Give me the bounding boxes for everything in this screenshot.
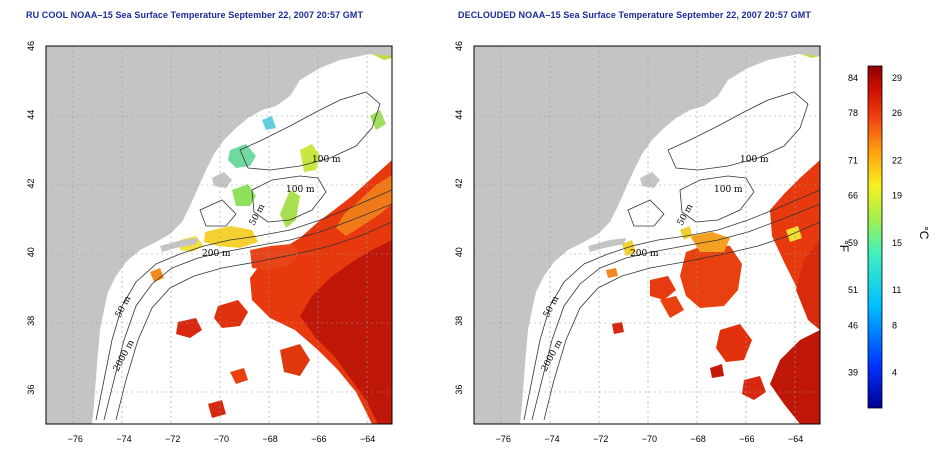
colorbar-fahrenheit-tick: 59 — [848, 238, 858, 248]
right-lon-tick-label: −68 — [691, 434, 706, 444]
left-panel-title: RU COOL NOAA–15 Sea Surface Temperature … — [26, 10, 364, 20]
right-lon-tick-label: −74 — [544, 434, 559, 444]
right-lat-tick-label: 46 — [454, 41, 464, 51]
colorbar-gradient — [867, 65, 883, 409]
right-contours — [523, 91, 820, 421]
left-lon-tick-label: −70 — [214, 434, 229, 444]
colorbar-ticks: 29 84 26 78 22 71 19 66 15 59 11 51 8 46 4 39 — [848, 73, 902, 378]
right-lat-tick-label: 38 — [454, 316, 464, 326]
left-lat-tick-label: 42 — [26, 178, 36, 188]
left-lon-tick-label: −72 — [165, 434, 180, 444]
right-lat-tick-label: 44 — [454, 110, 464, 120]
left-lon-tick-label: −68 — [263, 434, 278, 444]
right-lat-tick-label: 36 — [454, 385, 464, 395]
right-lat-tick-label: 40 — [454, 247, 464, 257]
colorbar-celsius-tick: 15 — [892, 238, 902, 248]
left-land — [46, 46, 392, 424]
colorbar-celsius-tick: 19 — [892, 191, 902, 201]
colorbar-fahrenheit-tick: 66 — [848, 191, 858, 201]
colorbar-fahrenheit-tick: 39 — [848, 368, 858, 378]
colorbar-fahrenheit-tick: 78 — [848, 108, 858, 118]
right-lon-tick-label: −66 — [739, 434, 754, 444]
right-lon-tick-label: −72 — [593, 434, 608, 444]
left-lat-tick-label: 44 — [26, 110, 36, 120]
left-grid — [46, 46, 392, 424]
colorbar-fahrenheit-tick: 71 — [848, 155, 858, 165]
left-island-longisland — [160, 238, 198, 252]
left-frame — [45, 45, 393, 425]
left-contour-label-100-a: 100 m — [312, 155, 341, 165]
left-lon-tick-label: −74 — [116, 434, 131, 444]
right-lat-tick-label: 42 — [454, 178, 464, 188]
left-map: 100 m 100 m 50 m 200 m 50 m 2000 m — [45, 45, 393, 425]
colorbar-fahrenheit-tick: 84 — [848, 73, 858, 83]
right-contour-label-100-b: 100 m — [714, 185, 743, 195]
left-lat-tick-label: 38 — [26, 316, 36, 326]
left-lat-tick-label: 36 — [26, 385, 36, 395]
colorbar-celsius-tick: 8 — [892, 320, 897, 330]
axis-tick-labels: −76 −74 −72 −70 −68 −66 −64 36 38 40 42 44 46 −76 −74 −… — [26, 41, 803, 444]
right-lon-tick-label: −64 — [788, 434, 803, 444]
right-frame — [473, 45, 821, 425]
right-contour-label-100-a: 100 m — [740, 155, 769, 165]
left-contours — [95, 91, 392, 421]
left-lon-tick-label: −66 — [311, 434, 326, 444]
right-contour-label-200: 200 m — [630, 249, 659, 259]
right-lon-tick-label: −70 — [642, 434, 657, 444]
right-lon-tick-label: −76 — [496, 434, 511, 444]
right-land — [474, 46, 820, 424]
colorbar-celsius-tick: 22 — [892, 155, 902, 165]
right-island-longisland — [588, 238, 626, 252]
colorbar-celsius-tick: 29 — [892, 73, 902, 83]
colorbar-celsius-tick: 11 — [892, 285, 901, 295]
left-lat-tick-label: 40 — [26, 247, 36, 257]
colorbar-fahrenheit-unit: °F — [837, 240, 851, 252]
colorbar-celsius-tick: 4 — [892, 368, 897, 378]
right-grid — [474, 46, 820, 424]
right-map: 100 m 100 m 50 m 200 m 50 m 2000 m — [473, 45, 821, 425]
colorbar-celsius-unit: °C — [917, 226, 931, 240]
colorbar-celsius-tick: 26 — [892, 108, 902, 118]
left-lat-tick-label: 46 — [26, 41, 36, 51]
left-lon-tick-label: −64 — [360, 434, 375, 444]
left-lon-tick-label: −76 — [68, 434, 83, 444]
left-contour-label-200: 200 m — [202, 249, 231, 259]
left-contour-label-100-b: 100 m — [286, 185, 315, 195]
colorbar-fahrenheit-tick: 51 — [848, 285, 858, 295]
left-island-capecod — [212, 172, 232, 188]
right-panel-title: DECLOUDED NOAA–15 Sea Surface Temperatur… — [458, 10, 811, 20]
colorbar-fahrenheit-tick: 46 — [848, 320, 858, 330]
right-island-capecod — [640, 172, 660, 188]
colorbar: 29 84 26 78 22 71 19 66 15 59 11 51 8 46 4 39 °F °C — [837, 65, 931, 409]
